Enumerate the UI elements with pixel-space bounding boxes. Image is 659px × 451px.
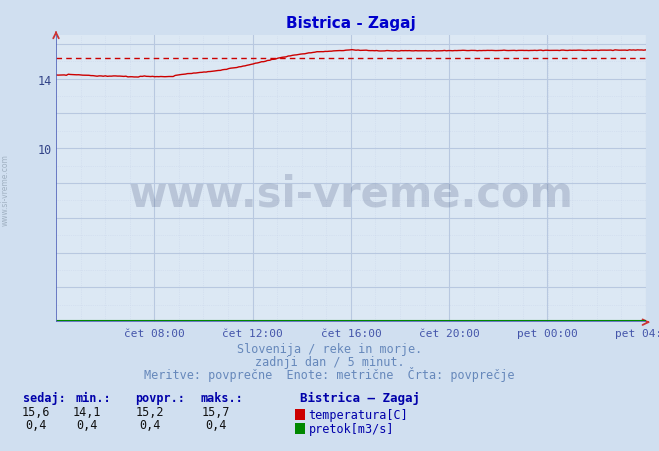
Text: 0,4: 0,4 [140, 419, 161, 432]
Text: povpr.:: povpr.: [135, 391, 185, 405]
Text: Bistrica – Zagaj: Bistrica – Zagaj [300, 391, 420, 405]
Text: min.:: min.: [76, 391, 111, 405]
Text: Meritve: povprečne  Enote: metrične  Črta: povprečje: Meritve: povprečne Enote: metrične Črta:… [144, 366, 515, 381]
Text: www.si-vreme.com: www.si-vreme.com [129, 173, 573, 215]
Text: 14,1: 14,1 [72, 405, 101, 418]
Text: sedaj:: sedaj: [23, 391, 66, 405]
Text: pretok[m3/s]: pretok[m3/s] [308, 422, 394, 435]
Text: 0,4: 0,4 [26, 419, 47, 432]
Text: 0,4: 0,4 [76, 419, 98, 432]
Text: 15,6: 15,6 [22, 405, 51, 418]
Text: 0,4: 0,4 [206, 419, 227, 432]
Text: maks.:: maks.: [201, 391, 244, 405]
Text: 15,7: 15,7 [202, 405, 231, 418]
Text: www.si-vreme.com: www.si-vreme.com [1, 153, 10, 226]
Text: zadnji dan / 5 minut.: zadnji dan / 5 minut. [254, 355, 405, 368]
Text: 15,2: 15,2 [136, 405, 165, 418]
Text: Slovenija / reke in morje.: Slovenija / reke in morje. [237, 343, 422, 356]
Text: temperatura[C]: temperatura[C] [308, 409, 408, 421]
Title: Bistrica - Zagaj: Bistrica - Zagaj [286, 16, 416, 31]
